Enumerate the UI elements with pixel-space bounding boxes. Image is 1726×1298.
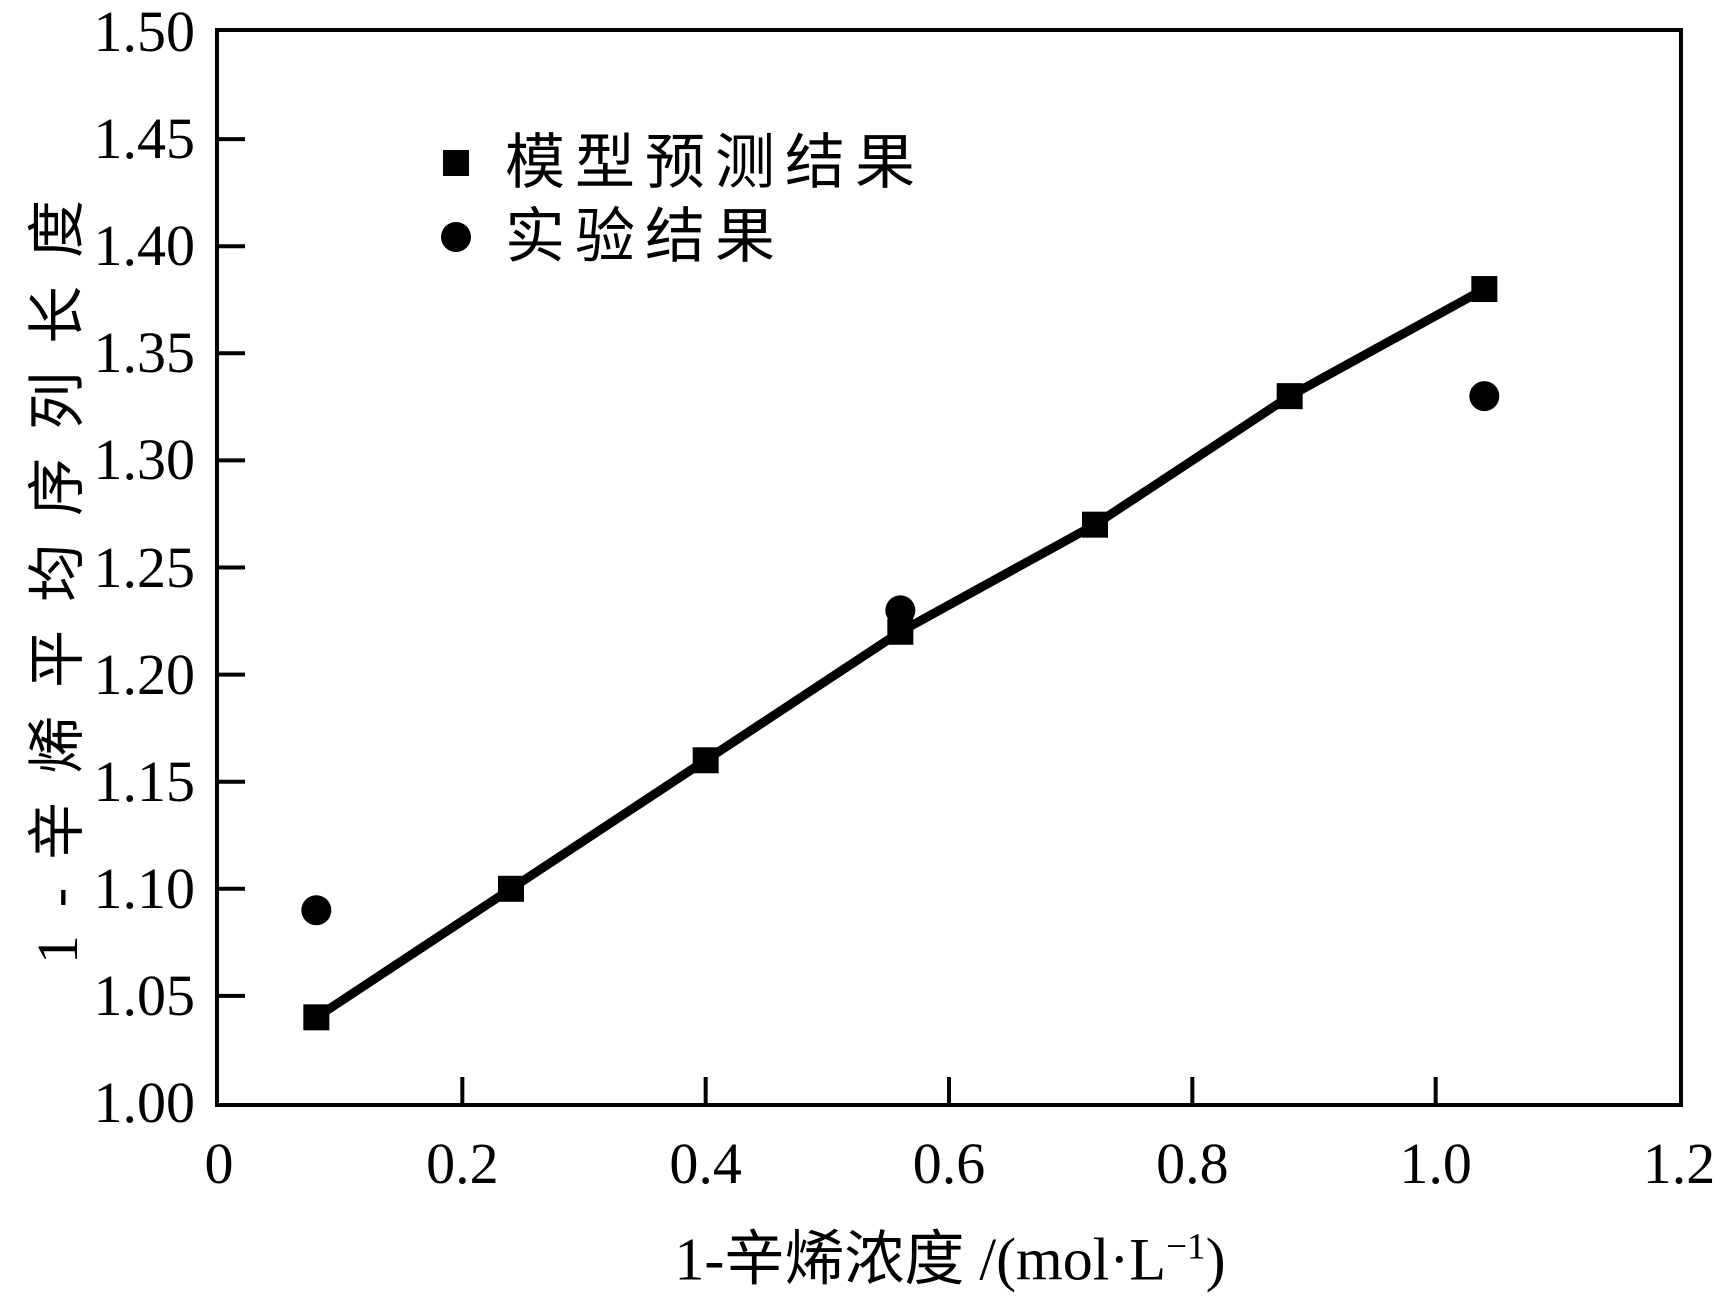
- x-tick-label: 0.6: [912, 1131, 986, 1196]
- data-point-square: [1471, 276, 1498, 303]
- legend: 模型预测结果 实验结果: [429, 126, 925, 274]
- y-tick-label: 1.35: [93, 320, 196, 386]
- x-tick-label: 0.4: [669, 1131, 742, 1196]
- y-tick-label: 1.40: [93, 213, 196, 279]
- legend-label-experiment: 实验结果: [505, 204, 785, 270]
- data-point-square: [692, 747, 719, 774]
- data-point-circle: [1469, 381, 1500, 412]
- x-axis-title-superscript: −1: [1166, 1226, 1206, 1268]
- legend-marker-cell: [429, 222, 483, 252]
- data-point-square: [1276, 383, 1303, 410]
- plot-canvas: [219, 137, 1500, 1103]
- x-tick-label: 0.8: [1156, 1131, 1229, 1196]
- series-line-0: [313, 285, 1487, 1022]
- x-tick-label: 1.0: [1399, 1131, 1472, 1196]
- data-point-square: [303, 1004, 330, 1031]
- y-axis-title: 1-辛烯平均序列长度: [25, 171, 90, 965]
- x-tick-label: 0.2: [426, 1131, 499, 1196]
- x-axis-title-main: 1-辛烯浓度 /(mol·L: [674, 1226, 1167, 1293]
- legend-circle-marker-icon: [441, 222, 471, 252]
- y-tick-label: 1.45: [93, 106, 196, 172]
- x-axis-title: 1-辛烯浓度 /(mol·L−1): [674, 1211, 1225, 1298]
- x-axis-title-close: ): [1205, 1226, 1226, 1293]
- y-tick-label: 1.25: [93, 534, 196, 600]
- y-tick-label: 1.20: [93, 641, 196, 707]
- data-point-circle: [301, 895, 332, 926]
- y-tick-label: 1.30: [93, 427, 196, 493]
- y-tick-label: 1.05: [93, 962, 196, 1028]
- plot-area: 模型预测结果 实验结果: [215, 28, 1683, 1107]
- y-axis-tick-labels: 1.00 1.05 1.10 1.15 1.20 1.25 1.30 1.35 1.40 1.45…: [0, 0, 196, 1293]
- x-tick-label: 1.2: [1642, 1131, 1716, 1196]
- data-point-square: [1082, 511, 1108, 538]
- legend-item-model: 模型预测结果: [429, 126, 925, 200]
- x-axis-tick-labels: 0 0.2 0.4 0.6 0.8 1.0 1.2: [0, 1122, 1726, 1206]
- data-point-circle: [885, 595, 916, 626]
- legend-square-marker-icon: [443, 150, 469, 176]
- legend-marker-cell: [429, 150, 483, 176]
- x-tick-label: 0: [204, 1131, 234, 1196]
- y-tick-label: 1.50: [93, 0, 196, 64]
- data-point-square: [498, 875, 524, 902]
- y-tick-label: 1.10: [93, 855, 196, 921]
- legend-item-experiment: 实验结果: [429, 200, 925, 274]
- y-tick-label: 1.15: [93, 748, 196, 814]
- legend-label-model: 模型预测结果: [505, 130, 925, 196]
- y-tick-label: 1.00: [93, 1070, 196, 1135]
